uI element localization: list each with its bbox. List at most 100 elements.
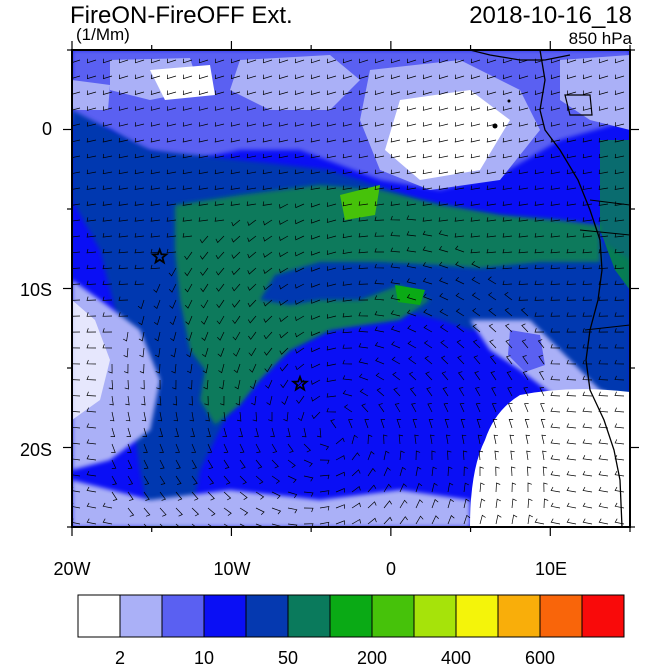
wind-barb — [72, 107, 81, 111]
wind-barb — [351, 469, 361, 477]
wind-barb — [582, 248, 593, 254]
wind-barb — [319, 474, 330, 480]
wind-barb — [518, 169, 529, 175]
wind-barb — [294, 185, 305, 190]
wind-barb — [582, 502, 593, 509]
wind-barb — [470, 248, 481, 254]
wind-barb — [278, 122, 289, 127]
wind-barb — [140, 379, 145, 390]
wind-barb — [583, 58, 593, 64]
lon-label: 0 — [385, 559, 396, 579]
wind-barb — [207, 491, 215, 501]
wind-barb — [582, 328, 593, 333]
wind-barb — [184, 299, 193, 309]
wind-barb — [422, 185, 433, 190]
wind-barb — [142, 427, 148, 437]
wind-barb — [582, 217, 593, 222]
wind-barb — [86, 470, 97, 477]
wind-barb — [72, 91, 81, 95]
wind-barb — [614, 439, 625, 445]
wind-barb — [311, 74, 321, 80]
wind-barb — [232, 331, 241, 341]
wind-barb — [72, 75, 81, 79]
wind-barb — [263, 74, 273, 80]
wind-barb — [287, 507, 298, 514]
wind-barb — [125, 411, 131, 422]
wind-barb — [447, 498, 455, 509]
wind-barb — [550, 233, 561, 238]
wind-barb — [102, 502, 113, 509]
wind-barb — [295, 219, 305, 225]
wind-barb — [182, 185, 193, 190]
wind-barb — [205, 411, 210, 422]
wind-barb — [102, 169, 113, 175]
wind-barb — [111, 491, 118, 501]
wind-barb — [422, 246, 433, 253]
wind-barb — [109, 411, 115, 422]
wind-barb — [200, 267, 209, 276]
wind-barb — [86, 439, 97, 445]
wind-barb — [86, 518, 97, 525]
wind-barb — [239, 523, 247, 527]
wind-barb — [566, 470, 577, 477]
wind-barb — [153, 315, 161, 326]
wind-barb — [454, 233, 465, 238]
wind-barb — [231, 74, 241, 80]
wind-barb — [201, 347, 209, 358]
wind-barb — [518, 90, 529, 95]
wind-barb — [502, 185, 513, 190]
wind-barb — [470, 217, 481, 222]
wind-barb — [422, 277, 433, 285]
wind-barb — [326, 202, 337, 207]
wind-barb — [374, 137, 385, 143]
wind-barb — [200, 315, 209, 325]
wind-barb — [479, 514, 486, 525]
wind-barb — [319, 506, 330, 511]
wind-barb — [342, 265, 353, 270]
wind-barb — [230, 122, 241, 127]
white-patch — [385, 90, 510, 180]
wind-barb — [159, 507, 167, 517]
wind-barb — [86, 455, 97, 461]
colorbar-swatch — [203, 594, 247, 638]
wind-barb — [540, 403, 545, 413]
wind-barb — [86, 296, 97, 301]
wind-barb — [202, 363, 209, 374]
wind-barb — [390, 263, 401, 269]
wind-barb — [119, 58, 129, 64]
wind-barb — [582, 439, 593, 445]
wind-barb — [262, 122, 273, 127]
wind-barb — [374, 326, 385, 333]
wind-barb — [188, 395, 193, 406]
wind-barb — [358, 90, 369, 95]
wind-barb — [189, 411, 194, 422]
wind-barb — [216, 299, 225, 309]
wind-barb — [86, 359, 97, 365]
wind-barb — [223, 475, 231, 485]
wind-barb — [311, 331, 321, 337]
wind-barb — [471, 276, 481, 285]
wind-barb — [342, 122, 353, 127]
wind-barb — [125, 395, 130, 406]
wind-barbs — [72, 58, 625, 527]
lat-label: 20S — [19, 440, 52, 460]
wind-barb — [191, 459, 197, 469]
wind-barb — [206, 427, 211, 437]
wind-barb — [406, 201, 417, 206]
wind-barb — [263, 251, 273, 258]
wind-barb — [550, 90, 561, 95]
wind-barb — [166, 122, 177, 127]
wind-barb — [460, 419, 466, 429]
wind-barb — [182, 201, 193, 206]
wind-barb — [518, 201, 529, 206]
wind-barb — [326, 361, 337, 367]
wind-barb — [550, 122, 561, 127]
wind-barb — [491, 403, 497, 413]
wind-barb — [166, 90, 177, 95]
wind-barb — [454, 106, 465, 111]
wind-barb — [222, 427, 227, 437]
wind-barb — [520, 307, 529, 317]
wind-barb — [326, 314, 337, 319]
wind-barb — [154, 347, 161, 358]
wind-barb — [102, 201, 113, 206]
